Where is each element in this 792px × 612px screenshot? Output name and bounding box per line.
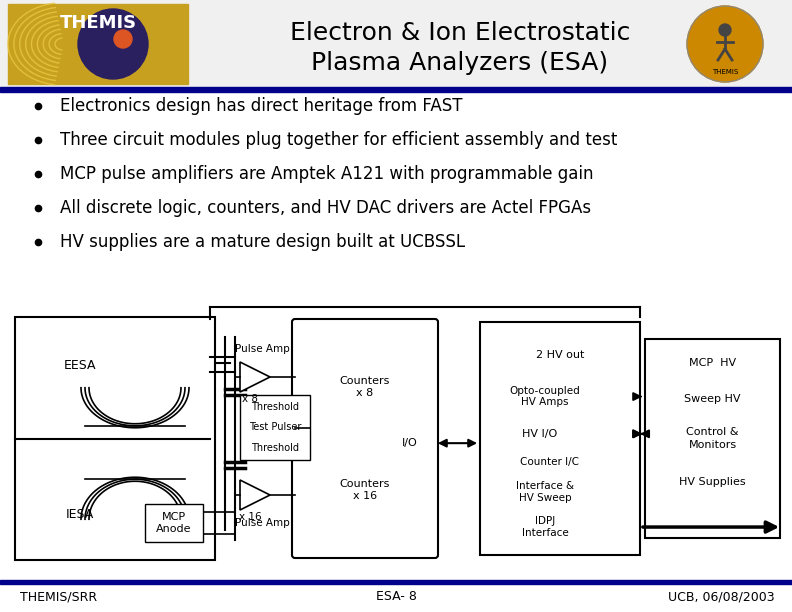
Text: HV supplies are a mature design built at UCBSSL: HV supplies are a mature design built at… [60, 233, 465, 251]
Bar [8, 4, 188, 84]
Text: Test Pulser: Test Pulser [249, 422, 301, 433]
Text: Threshold: Threshold [251, 443, 299, 453]
Text: IESA: IESA [66, 508, 94, 521]
Text: Opto-coupled
HV Amps: Opto-coupled HV Amps [509, 386, 581, 408]
Polygon shape [240, 362, 270, 392]
Text: ESA- 8: ESA- 8 [375, 591, 417, 603]
Bar [240, 395, 310, 460]
Text: Three circuit modules plug together for efficient assembly and test: Three circuit modules plug together for … [60, 131, 618, 149]
Text: MCP
Anode: MCP Anode [156, 512, 192, 534]
Bar [0, 87, 792, 92]
Text: HV I/O: HV I/O [523, 429, 558, 439]
Text: Threshold: Threshold [251, 402, 299, 412]
Text: Pulse Amp: Pulse Amp [235, 344, 290, 354]
Text: UCB, 06/08/2003: UCB, 06/08/2003 [668, 591, 775, 603]
Text: All discrete logic, counters, and HV DAC drivers are Actel FPGAs: All discrete logic, counters, and HV DAC… [60, 199, 591, 217]
Text: Electron & Ion Electrostatic: Electron & Ion Electrostatic [290, 21, 630, 45]
Circle shape [687, 6, 763, 82]
Text: THEMIS: THEMIS [712, 69, 738, 75]
Text: THEMIS/SRR: THEMIS/SRR [20, 591, 97, 603]
Circle shape [78, 9, 148, 79]
Text: Counters
x 16: Counters x 16 [340, 479, 390, 501]
Bar [480, 322, 640, 555]
Text: 2 HV out: 2 HV out [536, 349, 584, 360]
Text: x 8: x 8 [242, 394, 258, 404]
Text: Electronics design has direct heritage from FAST: Electronics design has direct heritage f… [60, 97, 463, 115]
Bar [15, 317, 215, 560]
Text: IDPJ
Interface: IDPJ Interface [522, 517, 569, 538]
Polygon shape [240, 480, 270, 510]
Text: Sweep HV: Sweep HV [684, 394, 741, 404]
Text: Counters
x 8: Counters x 8 [340, 376, 390, 398]
Text: Interface &
HV Sweep: Interface & HV Sweep [516, 481, 574, 503]
Circle shape [114, 30, 132, 48]
Text: x 16: x 16 [238, 512, 261, 522]
Text: EESA: EESA [63, 359, 97, 372]
Text: Counter I/C: Counter I/C [520, 457, 580, 467]
Bar [645, 339, 780, 538]
Bar [0, 580, 792, 584]
Text: I/O: I/O [402, 438, 418, 448]
Text: THEMIS: THEMIS [59, 14, 136, 32]
Text: MCP pulse amplifiers are Amptek A121 with programmable gain: MCP pulse amplifiers are Amptek A121 wit… [60, 165, 593, 183]
Circle shape [719, 24, 731, 36]
FancyBboxPatch shape [292, 319, 438, 558]
Text: Control &
Monitors: Control & Monitors [686, 427, 739, 450]
Text: Pulse Amp: Pulse Amp [235, 518, 290, 528]
Bar [145, 504, 203, 542]
Text: Plasma Analyzers (ESA): Plasma Analyzers (ESA) [311, 51, 608, 75]
Bar [0, 0, 792, 88]
Text: MCP  HV: MCP HV [689, 358, 736, 368]
Text: HV Supplies: HV Supplies [680, 477, 746, 487]
